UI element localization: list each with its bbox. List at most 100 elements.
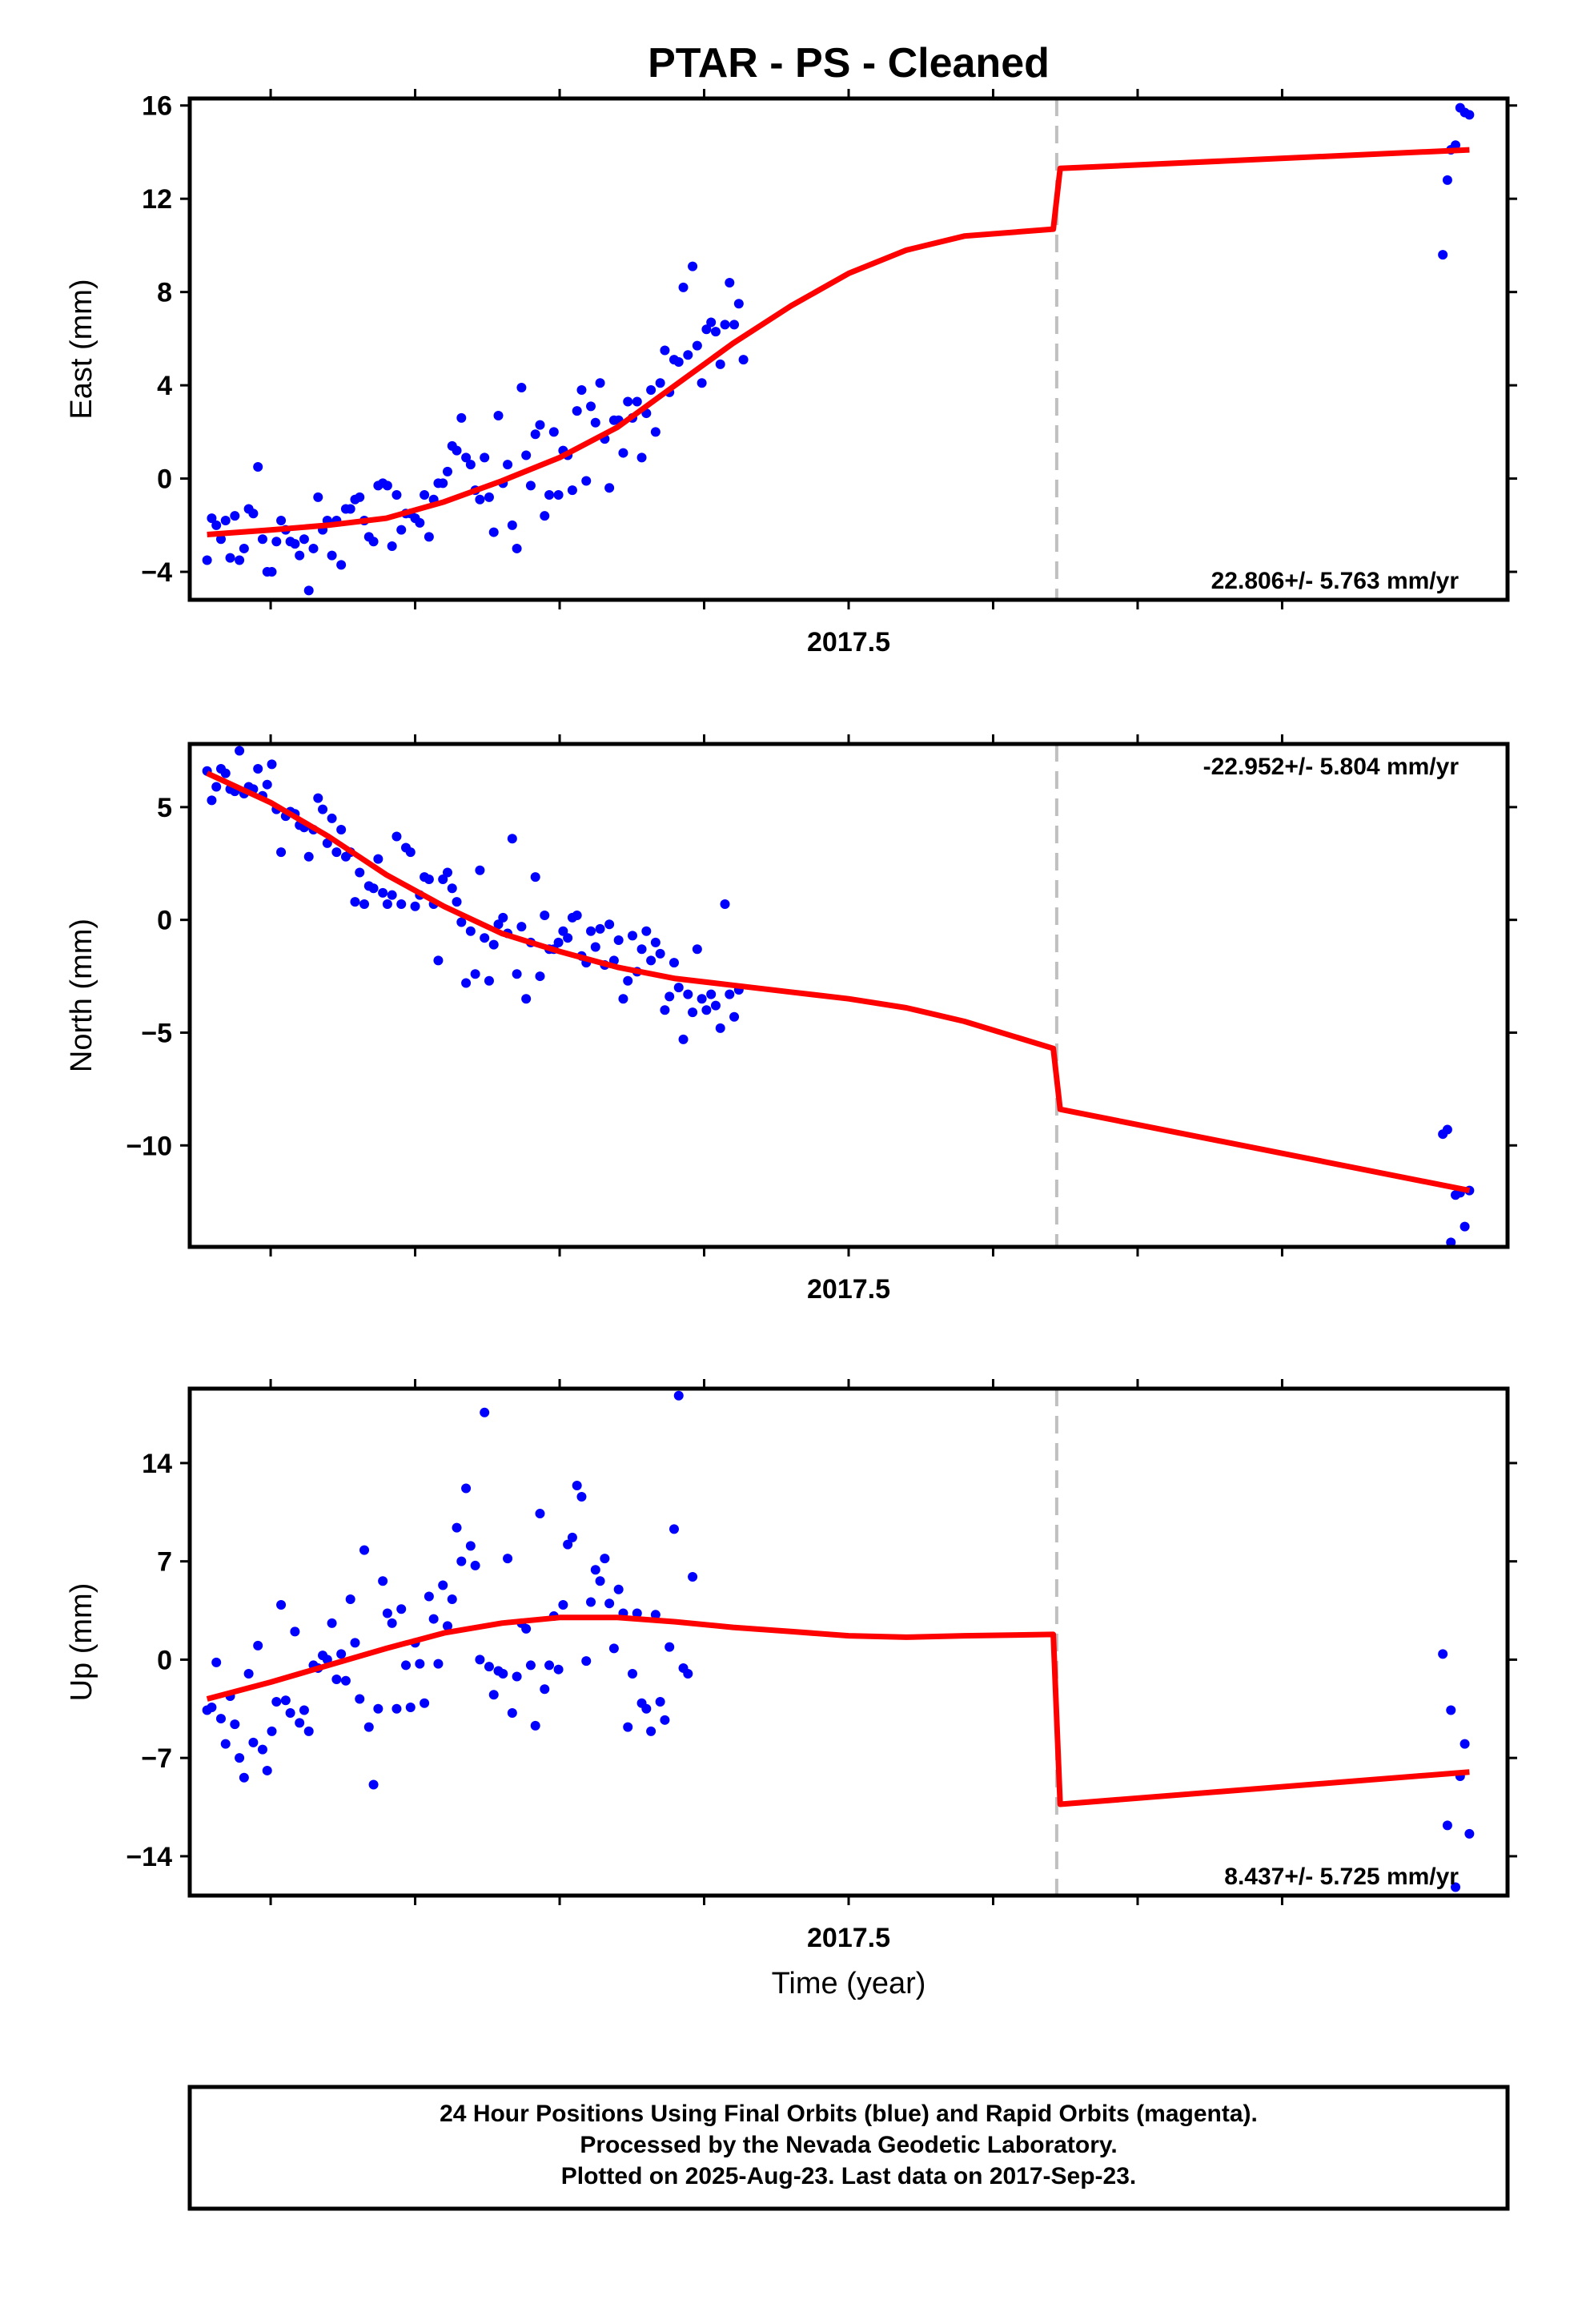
data-point <box>1451 1882 1461 1892</box>
data-point <box>507 1708 517 1719</box>
data-point <box>211 520 222 530</box>
data-point <box>673 357 684 368</box>
data-point <box>331 847 342 858</box>
data-point <box>572 1480 582 1490</box>
footer-frame <box>187 2085 1510 2211</box>
data-point <box>303 585 314 596</box>
y-tick-label: −5 <box>141 1018 172 1048</box>
data-point <box>590 942 600 952</box>
data-point <box>442 466 452 476</box>
data-point <box>438 874 448 884</box>
y-tick-label: 4 <box>157 371 172 401</box>
data-point <box>336 560 347 570</box>
data-point <box>313 492 323 502</box>
data-point <box>697 378 707 388</box>
data-point <box>465 460 476 470</box>
data-point <box>363 1722 374 1732</box>
data-point <box>295 1718 305 1728</box>
data-point <box>475 1655 485 1665</box>
data-point <box>368 537 379 547</box>
data-point <box>239 1772 249 1783</box>
data-point <box>276 516 287 526</box>
data-point <box>336 1649 347 1659</box>
data-point <box>313 793 323 803</box>
data-point <box>516 383 527 393</box>
data-point <box>530 1720 540 1731</box>
data-point <box>480 452 490 463</box>
data-point <box>433 955 444 966</box>
data-point <box>424 874 434 884</box>
data-point <box>512 1671 522 1682</box>
footer-line-2: Processed by the Nevada Geodetic Laborat… <box>580 2132 1117 2158</box>
data-point <box>706 317 717 328</box>
data-point <box>480 933 490 943</box>
y-tick-label: 8 <box>157 278 172 308</box>
model-fit-line <box>206 770 1471 1194</box>
y-tick-label: 0 <box>157 464 172 495</box>
data-point <box>456 412 467 423</box>
data-point <box>322 838 332 848</box>
data-point <box>253 462 263 472</box>
data-point <box>207 1703 217 1713</box>
data-point <box>382 480 392 491</box>
x-tick-label: 2017.5 <box>807 627 890 657</box>
data-point <box>503 460 513 470</box>
data-point <box>368 1779 379 1790</box>
y-tick-label: 0 <box>157 906 172 936</box>
data-point <box>331 1674 342 1684</box>
data-point <box>567 485 577 496</box>
y-tick-label: 0 <box>157 1645 172 1675</box>
data-point <box>535 971 545 982</box>
data-point <box>387 1618 397 1628</box>
data-point <box>1446 1705 1456 1715</box>
model-fit-line <box>207 147 1470 537</box>
data-point <box>590 417 600 428</box>
data-point <box>239 543 249 553</box>
data-point <box>738 355 749 365</box>
y-tick-label: 12 <box>142 184 172 215</box>
data-point <box>257 534 267 545</box>
data-point <box>733 299 744 309</box>
data-point <box>660 1715 670 1725</box>
data-point <box>613 1584 624 1594</box>
data-point <box>673 983 684 993</box>
data-point <box>480 1407 490 1417</box>
data-point <box>669 1524 679 1534</box>
data-point <box>211 1657 222 1667</box>
data-point <box>401 1660 412 1671</box>
data-point <box>512 543 522 553</box>
data-point <box>267 567 277 577</box>
data-point <box>586 926 596 936</box>
data-point <box>725 989 735 999</box>
data-point <box>498 912 508 923</box>
data-point <box>521 994 532 1004</box>
data-point <box>230 1719 240 1730</box>
data-point <box>604 919 615 930</box>
data-point <box>632 1608 642 1618</box>
velocity-label: 8.437+/- 5.725 mm/yr <box>1224 1864 1459 1890</box>
data-point <box>613 935 624 946</box>
data-point <box>692 340 702 351</box>
data-point <box>540 1684 550 1695</box>
data-point <box>688 261 698 271</box>
data-point <box>396 1604 407 1614</box>
footer-line-1: 24 Hour Positions Using Final Orbits (bl… <box>440 2101 1258 2127</box>
data-point <box>581 476 592 486</box>
data-point <box>271 1697 282 1707</box>
data-point <box>655 948 665 959</box>
data-point <box>248 509 259 519</box>
data-point <box>678 1034 689 1044</box>
data-point <box>558 1600 568 1610</box>
data-point <box>207 795 217 806</box>
data-point <box>669 958 679 968</box>
data-point <box>665 1642 675 1652</box>
data-point <box>1451 140 1461 151</box>
data-point <box>530 872 540 883</box>
data-point <box>452 445 462 456</box>
data-point <box>484 975 494 986</box>
data-point <box>525 480 536 491</box>
data-point <box>405 1703 416 1713</box>
data-point <box>1438 250 1448 260</box>
data-point <box>488 939 499 950</box>
